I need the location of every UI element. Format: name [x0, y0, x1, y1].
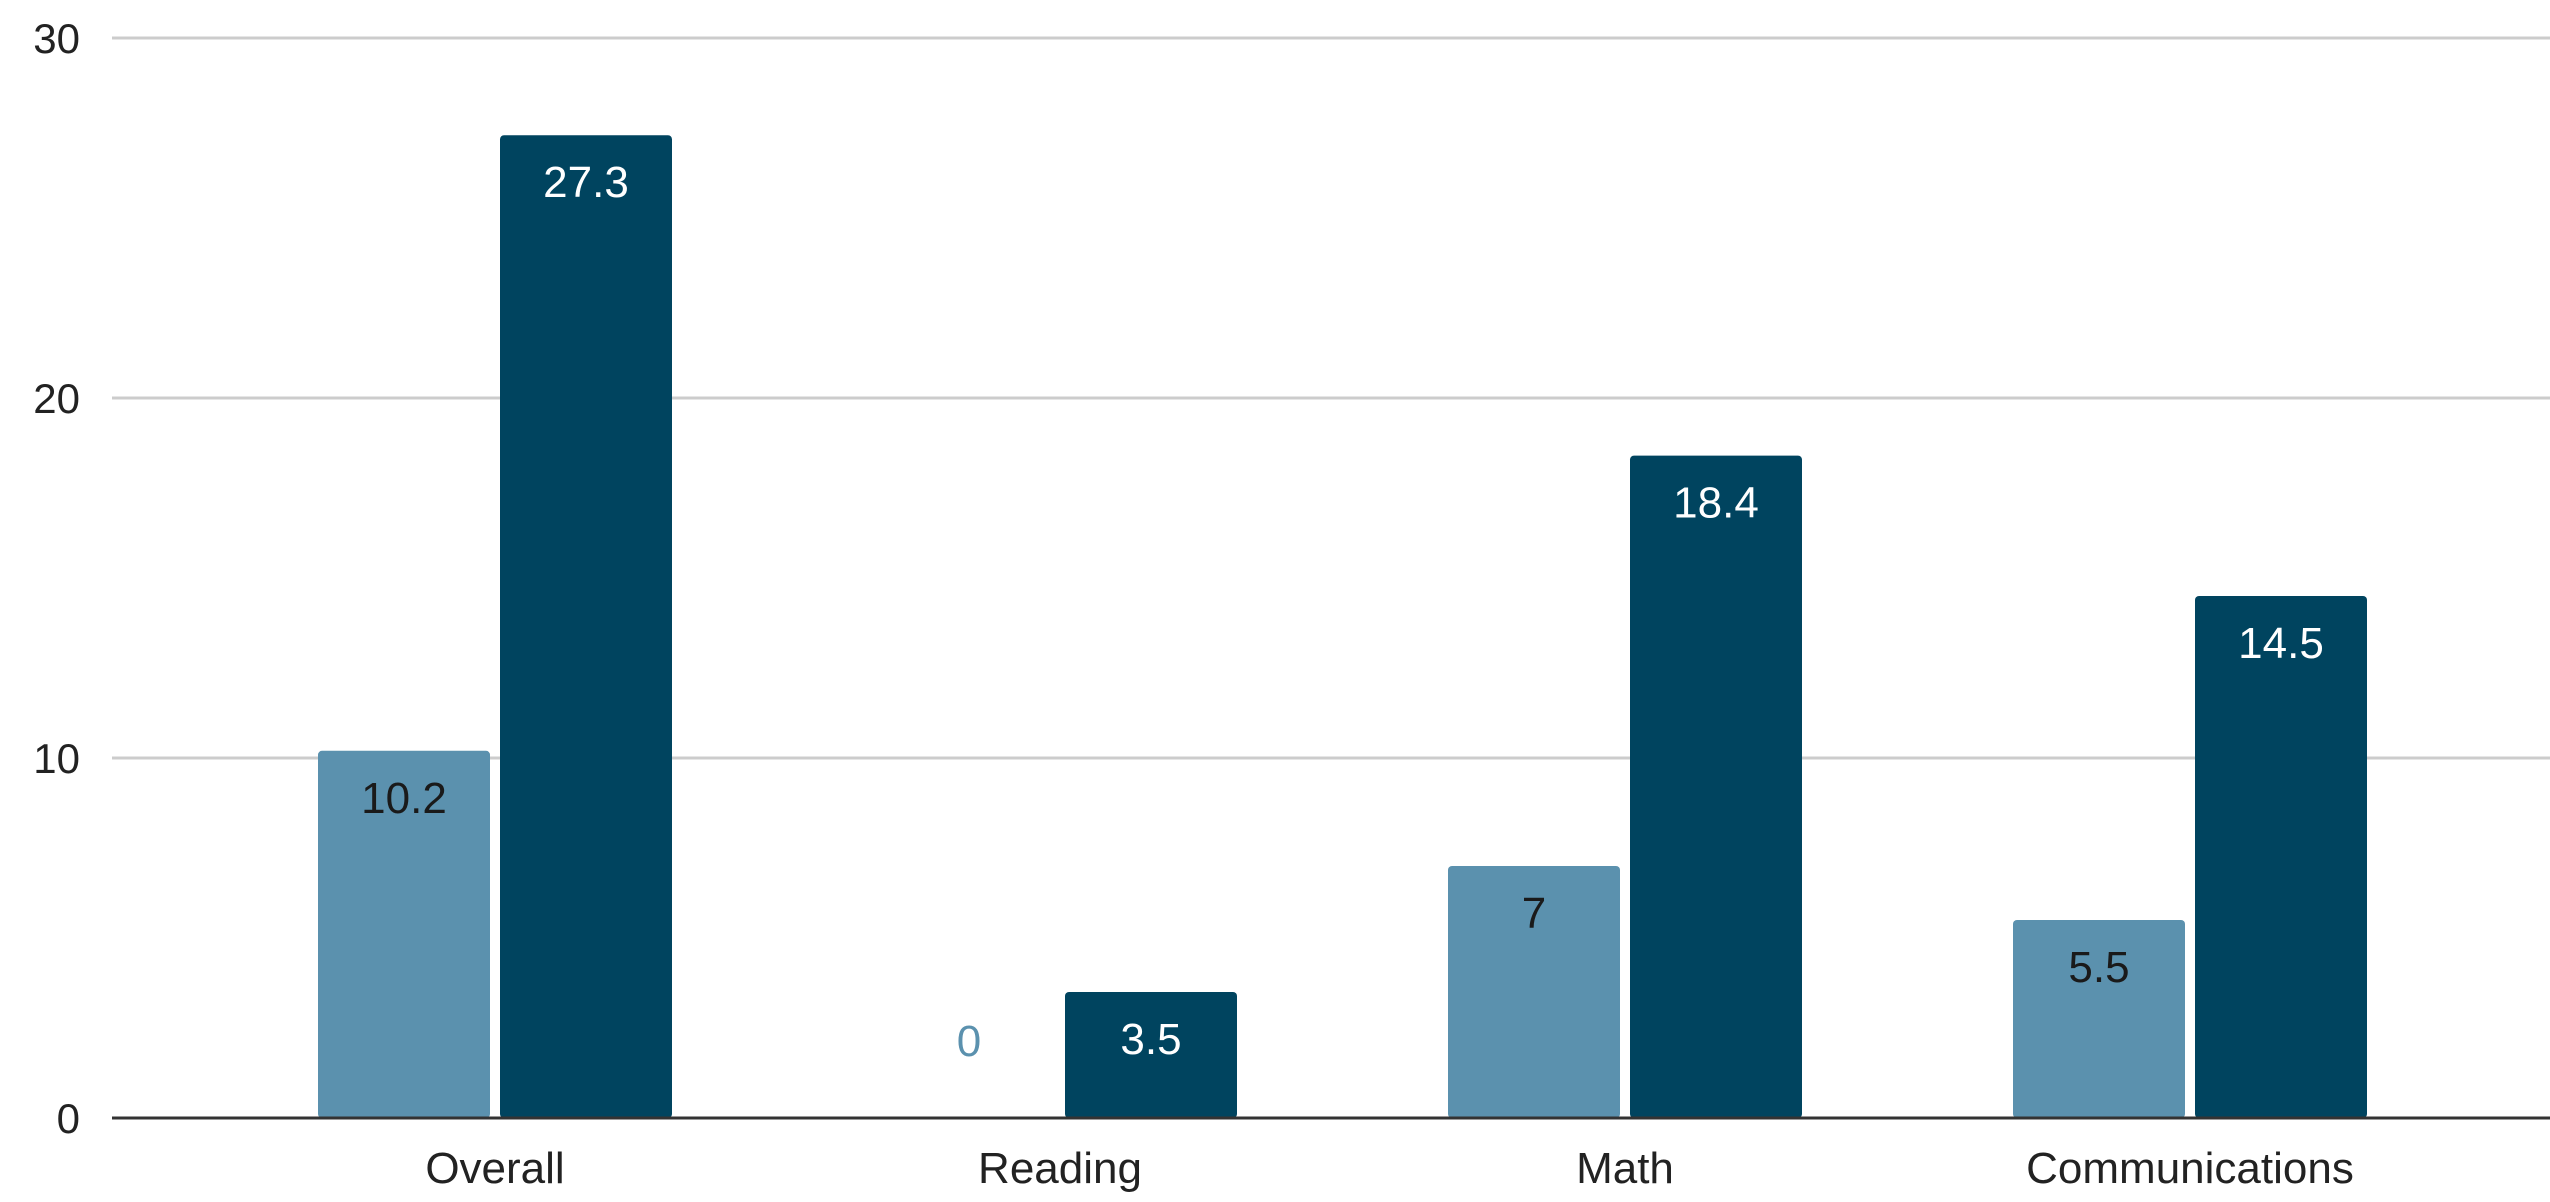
- y-axis-ticks: 0 10 20 30: [33, 15, 80, 1142]
- data-label-communications-series-2: 14.5: [2238, 619, 2324, 668]
- bar-overall-series-2: [500, 135, 672, 1118]
- category-label-overall: Overall: [425, 1144, 564, 1193]
- data-label-reading-series-2: 3.5: [1120, 1015, 1181, 1064]
- data-label-reading-series-1: 0: [957, 1017, 981, 1066]
- category-label-math: Math: [1576, 1144, 1674, 1193]
- x-axis-categories: Overall Reading Math Communications: [425, 1144, 2354, 1193]
- grid-lines: [112, 36, 2550, 760]
- y-tick-label-0: 0: [57, 1095, 80, 1142]
- data-label-math-series-2: 18.4: [1673, 479, 1759, 528]
- bar-math-series-1: [1448, 866, 1620, 1118]
- data-label-overall-series-1: 10.2: [361, 774, 447, 823]
- category-label-communications: Communications: [2026, 1144, 2354, 1193]
- data-label-communications-series-1: 5.5: [2068, 943, 2129, 992]
- bar-communications-series-2: [2195, 596, 2367, 1118]
- y-tick-label-3: 30: [33, 15, 80, 62]
- bar-overall-series-1: [318, 750, 490, 1118]
- data-labels: 10.2 0 7 5.5 27.3 3.5 18.4 14.5: [361, 158, 2324, 1066]
- bar-math-series-2: [1630, 455, 1802, 1119]
- category-label-reading: Reading: [978, 1144, 1142, 1193]
- data-label-overall-series-2: 27.3: [543, 158, 629, 207]
- bar-communications-series-1: [2013, 920, 2185, 1118]
- data-label-math-series-1: 7: [1522, 889, 1546, 938]
- bar-reading-series-2: [1065, 992, 1237, 1118]
- y-tick-label-2: 20: [33, 375, 80, 422]
- bars: [318, 135, 2367, 1119]
- y-tick-label-1: 10: [33, 735, 80, 782]
